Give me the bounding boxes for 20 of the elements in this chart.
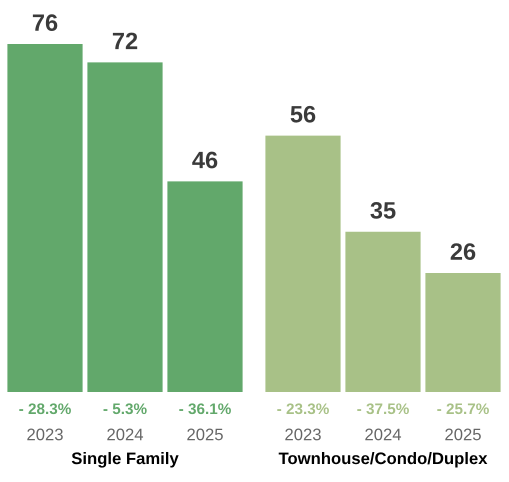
x-tick-label: 2024: [107, 428, 144, 440]
x-tick-label: 2023: [27, 428, 63, 440]
x-tick-label: 2024: [365, 428, 402, 440]
annotation: - 36.1%: [179, 403, 231, 414]
annotation: - 28.3%: [19, 403, 71, 414]
x-axis-title: Single Family: [72, 452, 179, 468]
data-label: 76: [32, 14, 58, 31]
data-label: 35: [370, 202, 396, 219]
data-label: 26: [450, 243, 476, 260]
annotation: - 5.3%: [104, 403, 147, 414]
x-tick-label: 2025: [187, 428, 223, 440]
x-tick-label: 2025: [445, 428, 481, 440]
x-tick-label: 2023: [285, 428, 321, 440]
data-label: 46: [192, 152, 218, 168]
x-axis-title: Townhouse/Condo/Duplex: [278, 452, 488, 468]
annotation: - 25.7%: [437, 403, 489, 414]
annotation: - 37.5%: [357, 403, 409, 414]
data-label: 72: [112, 32, 138, 50]
annotation: - 23.3%: [277, 403, 329, 414]
data-label: 56: [290, 106, 316, 123]
